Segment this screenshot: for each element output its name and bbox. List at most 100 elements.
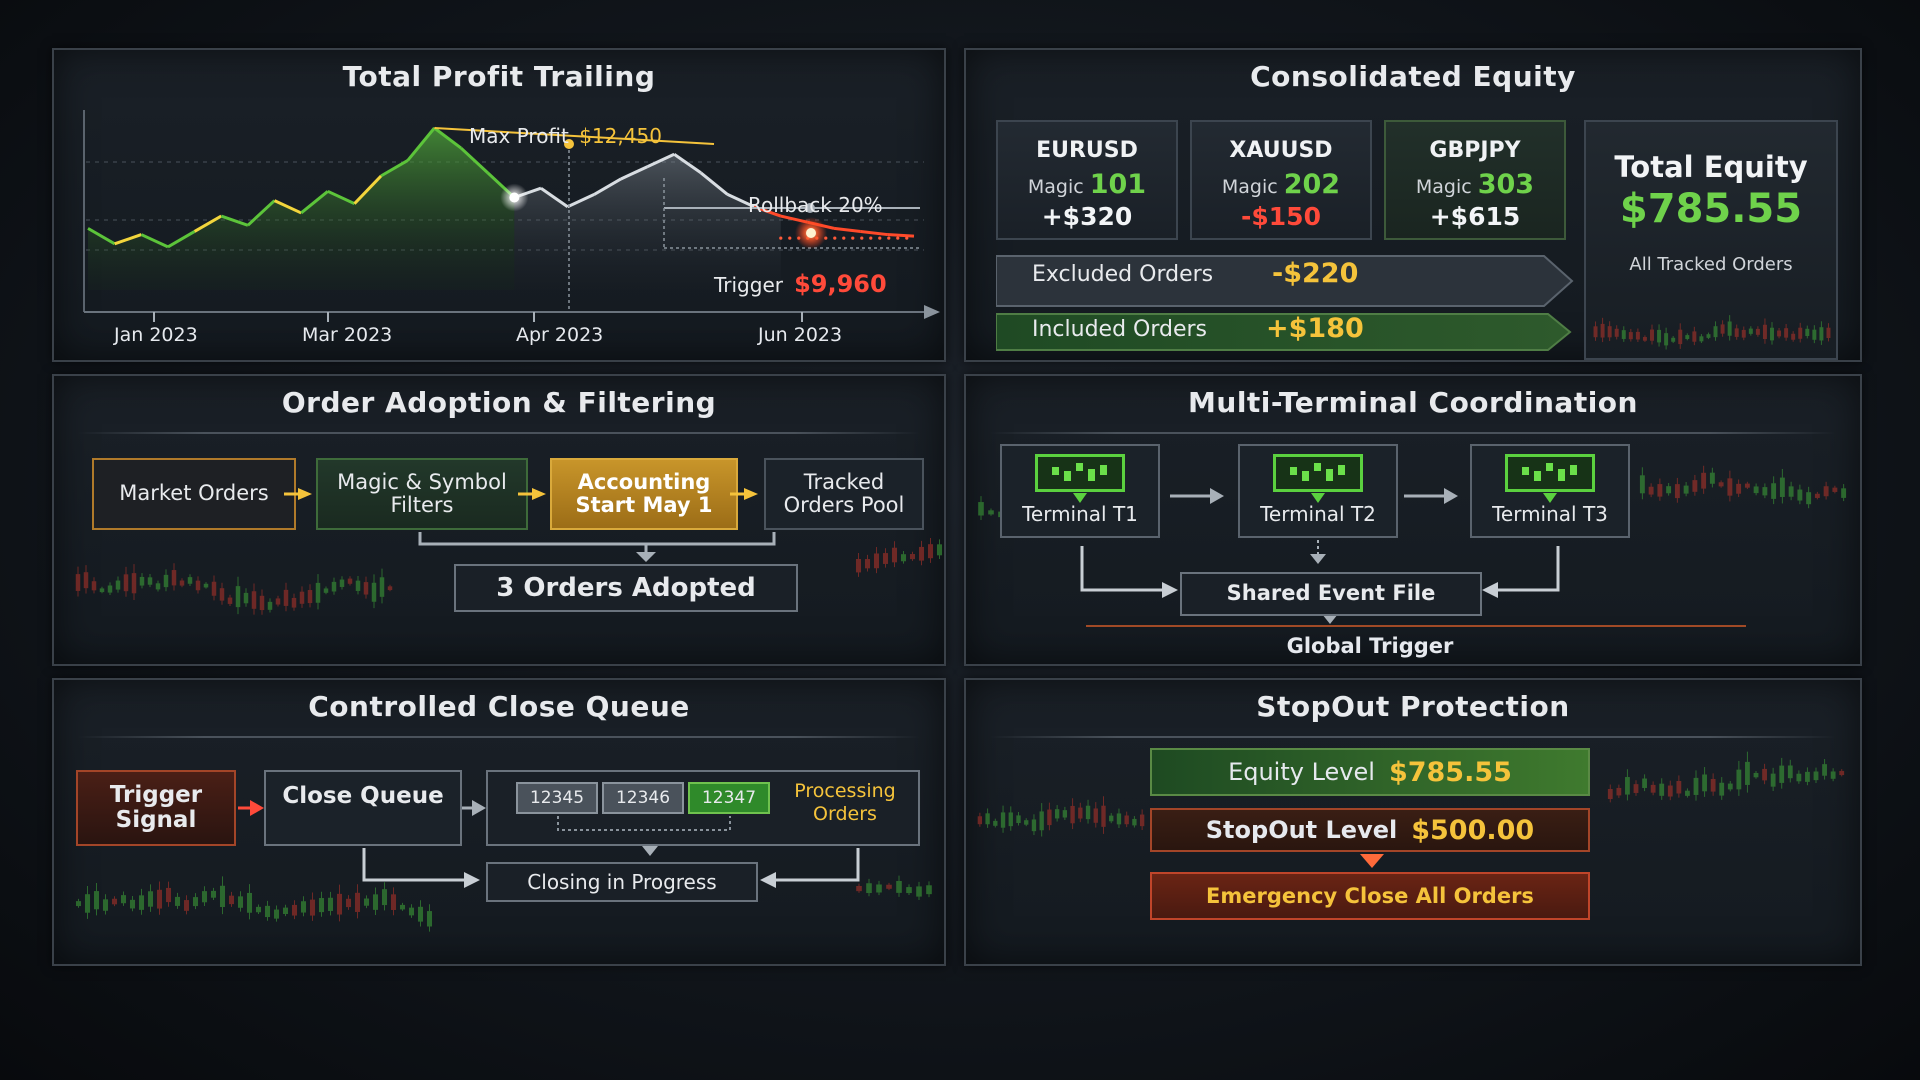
- candle-body: [219, 588, 225, 601]
- candle-body: [283, 589, 289, 606]
- candle-body: [1753, 772, 1759, 778]
- candle-body: [1734, 328, 1739, 337]
- candle-body: [1132, 818, 1137, 826]
- candle-body: [866, 883, 872, 894]
- candle-body: [165, 887, 172, 903]
- panel-title: Total Profit Trailing: [342, 60, 656, 93]
- candle-body: [339, 579, 345, 587]
- arrow-down-icon: [1322, 614, 1338, 624]
- candle-body: [988, 510, 994, 515]
- candle-body: [1755, 328, 1760, 335]
- candle-body: [1806, 492, 1812, 505]
- candle-body: [1078, 807, 1083, 819]
- tracked-orders-pool-step: Tracked Orders Pool: [764, 458, 924, 530]
- candle-body: [978, 502, 984, 516]
- candle-body: [345, 898, 352, 908]
- candlestick-decoration: [75, 563, 393, 615]
- candle-body: [219, 885, 226, 908]
- tail-dot: [896, 236, 900, 240]
- magic-number: 101: [1089, 169, 1147, 200]
- candle-body: [1093, 808, 1098, 823]
- candle-body: [139, 576, 145, 586]
- candle-body: [1771, 483, 1777, 499]
- candle-body: [183, 900, 190, 911]
- candle-body: [93, 891, 100, 910]
- candle-body: [111, 898, 118, 905]
- candle-body: [228, 895, 235, 905]
- monitor-stand-icon: [1543, 493, 1557, 503]
- candle-body: [1706, 334, 1711, 338]
- candle-body: [1124, 815, 1129, 825]
- candle-body: [1062, 810, 1068, 818]
- candle-body: [1736, 769, 1742, 790]
- total-equity-card: Total Equity $785.55 All Tracked Orders: [1584, 120, 1838, 360]
- candle-body: [1839, 770, 1845, 776]
- rollback-marker: [509, 192, 520, 203]
- magic-number: 303: [1477, 169, 1535, 200]
- series-line-segment: [220, 214, 249, 227]
- tail-dot: [851, 236, 855, 240]
- candle-body: [355, 580, 361, 591]
- symbol-card-eurusd: EURUSD Magic 101 +$320: [996, 120, 1178, 240]
- orders-adopted-result: 3 Orders Adopted: [454, 564, 798, 612]
- candle-body: [1830, 771, 1836, 779]
- series-line-segment: [300, 190, 329, 215]
- candle-body: [1614, 328, 1619, 337]
- candle-body: [318, 898, 325, 913]
- trigger-label: Trigger: [714, 273, 783, 297]
- terminal-t1: Terminal T1: [1000, 444, 1160, 538]
- candle-body: [1639, 475, 1645, 494]
- candle-body: [1713, 326, 1718, 338]
- max-profit-marker: [564, 139, 574, 149]
- candlestick-decoration: [1607, 751, 1845, 803]
- emergency-close-button[interactable]: Emergency Close All Orders: [1150, 872, 1590, 920]
- magic-label: Magic: [1027, 176, 1084, 198]
- symbol-card-xauusd: XAUUSD Magic 202 -$150: [1190, 120, 1372, 240]
- candle-body: [1139, 814, 1145, 827]
- panel-title: Controlled Close Queue: [308, 690, 690, 723]
- candle-body: [275, 598, 281, 605]
- candle-body: [1642, 337, 1647, 341]
- candle-body: [246, 892, 253, 913]
- candle-body: [387, 586, 393, 591]
- candlestick-decoration: [1639, 465, 1847, 509]
- included-orders-banner: [996, 313, 1572, 351]
- x-tick-label: Jan 2023: [114, 324, 198, 346]
- max-profit-leader: [434, 127, 715, 145]
- candle-body: [985, 813, 990, 825]
- candle-body: [147, 577, 153, 585]
- candle-body: [255, 906, 262, 913]
- candle-body: [309, 899, 316, 916]
- candle-body: [1664, 333, 1669, 346]
- arrow-right-icon: [472, 800, 486, 816]
- candle-body: [243, 592, 249, 604]
- candle-body: [1791, 333, 1796, 340]
- rollback-label: Rollback 20%: [748, 193, 883, 217]
- stopout-level-label: StopOut Level: [1205, 816, 1398, 844]
- candle-body: [237, 896, 244, 908]
- included-orders-label: Included Orders: [1032, 317, 1208, 342]
- candle-body: [1796, 773, 1802, 782]
- tail-dot: [860, 236, 864, 240]
- candle-body: [1685, 790, 1690, 796]
- candle-body: [1709, 472, 1715, 484]
- panel-title: Consolidated Equity: [1250, 60, 1576, 93]
- close-queue-panel: Controlled Close Queue Trigger Signal Cl…: [52, 678, 946, 966]
- title-divider: [78, 736, 920, 738]
- candle-body: [187, 577, 193, 584]
- candle-body: [1633, 784, 1639, 793]
- series-line-segment: [406, 127, 436, 162]
- arrow-left-icon: [1482, 582, 1498, 598]
- candle-body: [179, 580, 185, 586]
- candle-body: [1024, 820, 1029, 825]
- total-equity-value: $785.55: [1619, 186, 1803, 232]
- max-profit-value: $12,450: [579, 124, 662, 148]
- series-line-segment: [193, 214, 222, 233]
- order-adoption-panel: Order Adoption & Filtering Market Orders…: [52, 374, 946, 666]
- series-line-segment: [380, 159, 409, 178]
- candle-body: [1798, 327, 1803, 339]
- symbol-pnl: -$150: [1241, 202, 1321, 231]
- candle-body: [1674, 484, 1680, 499]
- candle-body: [916, 886, 922, 897]
- symbol-name: GBPJPY: [1429, 138, 1521, 163]
